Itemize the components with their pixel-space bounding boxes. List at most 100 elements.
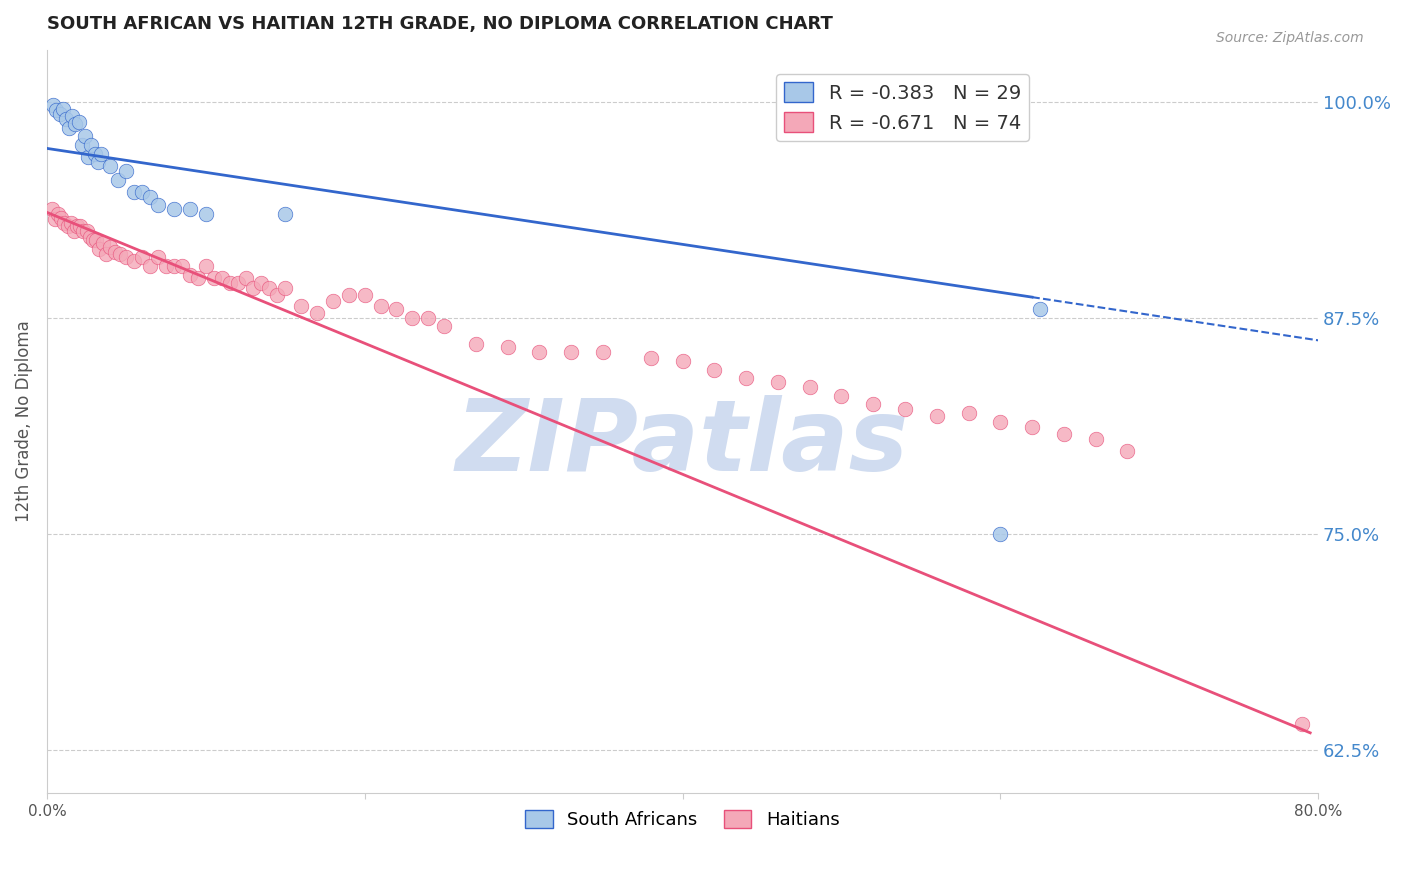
- Point: [83, 146, 105, 161]
- Point: [84, 233, 107, 247]
- Point: [988, 527, 1011, 541]
- Point: [211, 271, 233, 285]
- Point: [139, 190, 162, 204]
- Point: [76, 224, 98, 238]
- Point: [266, 288, 288, 302]
- Point: [496, 340, 519, 354]
- Point: [235, 271, 257, 285]
- Point: [179, 268, 201, 282]
- Point: [82, 233, 104, 247]
- Point: [163, 259, 186, 273]
- Point: [1053, 426, 1076, 441]
- Point: [155, 259, 177, 273]
- Point: [90, 146, 112, 161]
- Point: [925, 409, 948, 424]
- Point: [179, 202, 201, 216]
- Point: [242, 281, 264, 295]
- Point: [465, 336, 488, 351]
- Point: [139, 259, 162, 273]
- Point: [194, 259, 217, 273]
- Point: [433, 319, 456, 334]
- Point: [48, 107, 70, 121]
- Point: [187, 271, 209, 285]
- Text: ZIPatlas: ZIPatlas: [456, 395, 910, 492]
- Point: [44, 212, 66, 227]
- Point: [146, 198, 169, 212]
- Point: [79, 229, 101, 244]
- Point: [73, 129, 96, 144]
- Point: [250, 277, 273, 291]
- Point: [799, 380, 821, 394]
- Point: [1029, 302, 1052, 317]
- Point: [115, 250, 138, 264]
- Point: [131, 250, 153, 264]
- Point: [46, 207, 69, 221]
- Point: [124, 253, 146, 268]
- Point: [52, 102, 75, 116]
- Point: [131, 185, 153, 199]
- Point: [58, 120, 80, 135]
- Point: [322, 293, 344, 308]
- Point: [42, 98, 65, 112]
- Point: [63, 224, 86, 238]
- Point: [385, 302, 408, 317]
- Point: [100, 159, 122, 173]
- Point: [202, 271, 225, 285]
- Point: [69, 219, 91, 234]
- Point: [259, 281, 281, 295]
- Point: [226, 277, 249, 291]
- Point: [592, 345, 614, 359]
- Y-axis label: 12th Grade, No Diploma: 12th Grade, No Diploma: [15, 321, 32, 523]
- Point: [640, 351, 662, 365]
- Text: Source: ZipAtlas.com: Source: ZipAtlas.com: [1216, 31, 1364, 45]
- Point: [87, 155, 110, 169]
- Point: [1084, 432, 1107, 446]
- Point: [290, 299, 312, 313]
- Point: [115, 164, 138, 178]
- Point: [353, 288, 375, 302]
- Point: [894, 402, 917, 417]
- Point: [67, 115, 90, 129]
- Point: [107, 172, 129, 186]
- Point: [337, 288, 360, 302]
- Point: [830, 389, 852, 403]
- Point: [862, 397, 884, 411]
- Point: [94, 247, 117, 261]
- Point: [100, 240, 122, 254]
- Point: [766, 375, 789, 389]
- Point: [1021, 419, 1043, 434]
- Point: [218, 277, 240, 291]
- Point: [60, 109, 83, 123]
- Point: [671, 354, 693, 368]
- Point: [108, 247, 131, 261]
- Point: [170, 259, 193, 273]
- Point: [146, 250, 169, 264]
- Point: [163, 202, 186, 216]
- Point: [104, 245, 127, 260]
- Point: [957, 406, 980, 420]
- Point: [370, 299, 392, 313]
- Point: [91, 236, 114, 251]
- Point: [194, 207, 217, 221]
- Point: [305, 306, 328, 320]
- Point: [1291, 717, 1313, 731]
- Point: [89, 242, 111, 256]
- Point: [274, 207, 297, 221]
- Legend: South Africans, Haitians: South Africans, Haitians: [519, 803, 846, 837]
- Point: [59, 216, 82, 230]
- Point: [51, 211, 73, 225]
- Point: [529, 345, 551, 359]
- Point: [401, 310, 423, 325]
- Point: [45, 103, 67, 118]
- Point: [41, 202, 63, 216]
- Point: [988, 415, 1011, 429]
- Point: [80, 137, 103, 152]
- Point: [70, 137, 93, 152]
- Point: [703, 362, 725, 376]
- Point: [735, 371, 758, 385]
- Text: SOUTH AFRICAN VS HAITIAN 12TH GRADE, NO DIPLOMA CORRELATION CHART: SOUTH AFRICAN VS HAITIAN 12TH GRADE, NO …: [46, 15, 832, 33]
- Point: [55, 112, 77, 126]
- Point: [56, 219, 79, 234]
- Point: [124, 185, 146, 199]
- Point: [1116, 444, 1139, 458]
